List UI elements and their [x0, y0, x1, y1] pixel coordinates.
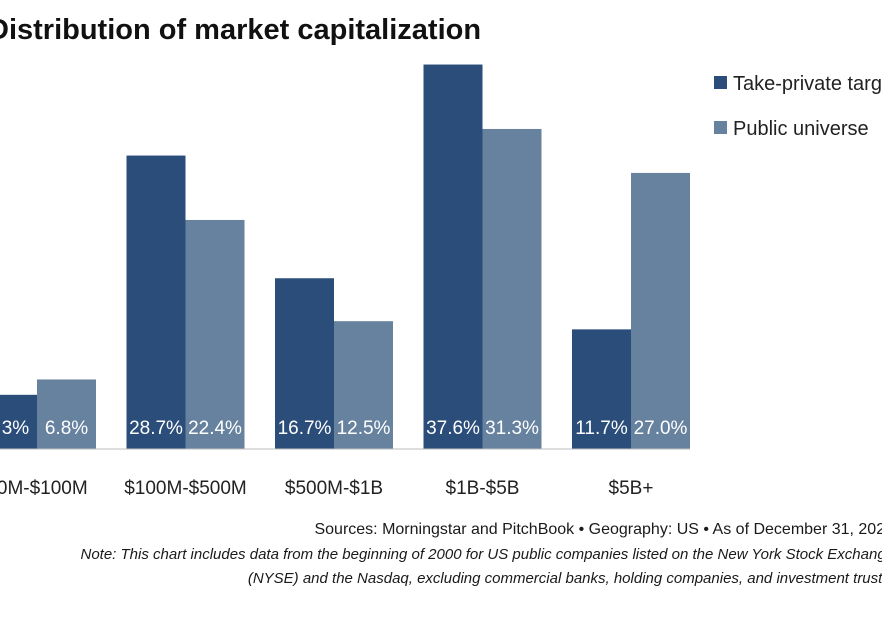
- bar-public-0: [37, 379, 96, 449]
- legend-label-take-private: Take-private targets: [733, 73, 882, 95]
- data-label-take-private-2: 16.7%: [278, 418, 332, 439]
- category-label-3: $1B-$5B: [446, 478, 520, 499]
- bar-take-private-4: [572, 329, 631, 449]
- bar-take-private-1: [126, 155, 186, 450]
- bar-take-private-2: [275, 278, 334, 449]
- data-label-take-private-3: 37.6%: [426, 418, 480, 439]
- data-label-take-private-1: 28.7%: [129, 418, 183, 439]
- legend-swatch-public: [714, 121, 727, 134]
- category-label-1: $100M-$500M: [124, 478, 247, 499]
- bar-take-private-0: [0, 394, 37, 449]
- bars-layer: [0, 64, 690, 450]
- labels-layer: 5.3% 6.8% $0M-$100M 28.7%22.4% $100M-$500M 16…: [0, 418, 688, 499]
- data-label-public-4: 27.0%: [634, 418, 688, 439]
- footer-sources: Sources: Morningstar and PitchBook • Geo…: [314, 521, 882, 538]
- legend-label-public: Public universe: [733, 118, 869, 140]
- data-label-take-private-4: 11.7%: [575, 418, 628, 439]
- data-label-public-0: 6.8%: [45, 418, 88, 439]
- bar-public-1: [185, 219, 245, 449]
- data-label-take-private-0: 5.3%: [0, 418, 29, 439]
- legend-swatch-take-private: [714, 76, 727, 89]
- footer-note-line-1: Note: This chart includes data from the …: [80, 546, 882, 563]
- data-label-public-3: 31.3%: [485, 418, 539, 439]
- bar-public-2: [334, 321, 393, 449]
- footer-note-line-2: (NYSE) and the Nasdaq, excluding commerc…: [247, 570, 882, 587]
- category-label-2: $500M-$1B: [285, 478, 383, 499]
- data-label-public-2: 12.5%: [337, 418, 391, 439]
- chart-title: Distribution of market capitalization: [0, 14, 482, 46]
- category-label-4: $5B+: [609, 478, 654, 499]
- category-label-0: $0M-$100M: [0, 478, 88, 499]
- bar-take-private-3: [423, 64, 483, 449]
- legend: Take-private targets Public universe: [714, 73, 882, 140]
- data-label-public-1: 22.4%: [188, 418, 242, 439]
- bar-public-4: [631, 172, 690, 450]
- bar-public-3: [482, 128, 542, 449]
